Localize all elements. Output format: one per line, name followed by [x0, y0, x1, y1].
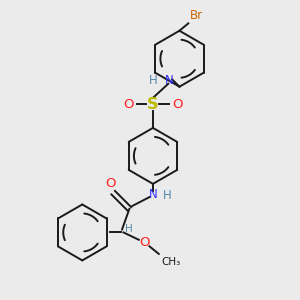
Text: O: O	[105, 177, 116, 190]
Text: O: O	[172, 98, 183, 111]
Text: S: S	[147, 97, 159, 112]
Text: H: H	[125, 224, 133, 235]
Text: O: O	[123, 98, 134, 111]
Text: N: N	[165, 74, 173, 87]
Text: H: H	[163, 189, 172, 202]
Text: Br: Br	[190, 9, 203, 22]
Text: N: N	[148, 188, 157, 201]
Text: H: H	[149, 74, 158, 87]
Text: CH₃: CH₃	[161, 257, 180, 267]
Text: O: O	[139, 236, 149, 249]
